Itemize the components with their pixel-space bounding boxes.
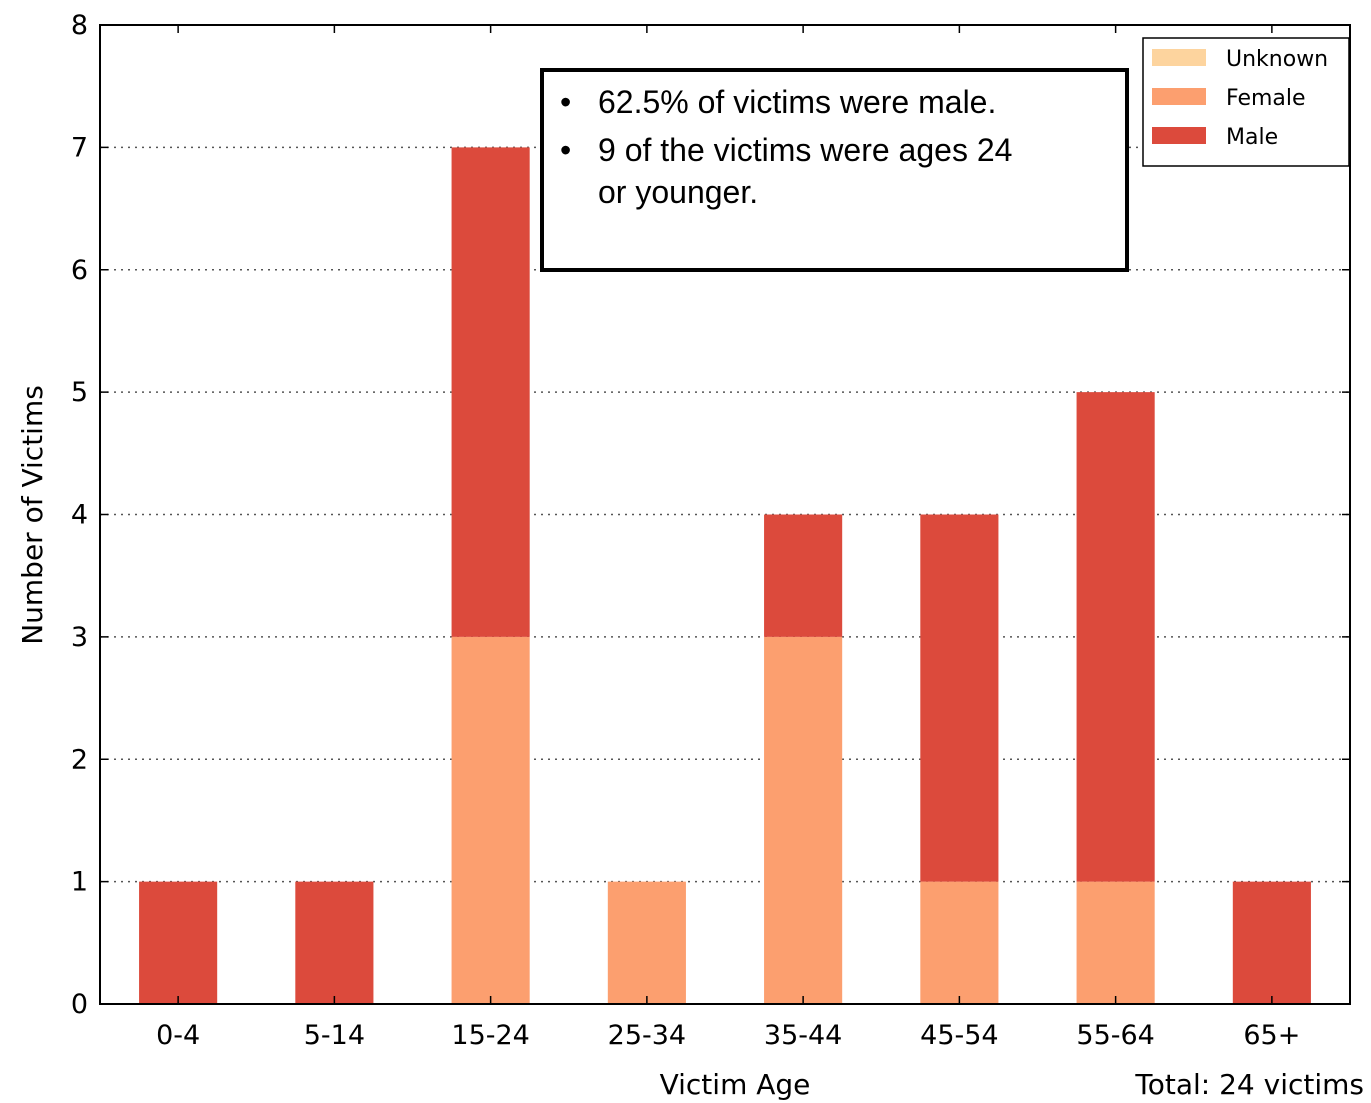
x-tick-label-0-4: 0-4 <box>156 1020 200 1051</box>
x-tick-label-45-54: 45-54 <box>920 1020 998 1051</box>
bar-male-5-14 <box>295 881 374 1004</box>
bar-male-35-44 <box>764 514 843 637</box>
bar-male-15-24 <box>451 147 530 637</box>
bar-female-25-34 <box>607 881 686 1004</box>
annotation-bullet-1: • <box>560 84 571 120</box>
annotation-bullet-2: • <box>560 132 571 168</box>
y-tick-label-2: 2 <box>71 744 88 775</box>
x-tick-label-65+: 65+ <box>1243 1020 1300 1051</box>
legend-label-unknown: Unknown <box>1226 47 1328 72</box>
y-tick-label-4: 4 <box>71 500 88 531</box>
bar-female-55-64 <box>1076 881 1155 1004</box>
legend: Unknown Female Male <box>1142 37 1350 167</box>
x-tick-label-25-34: 25-34 <box>608 1020 686 1051</box>
x-tick-label-5-14: 5-14 <box>304 1020 365 1051</box>
legend-swatch-female <box>1152 88 1206 105</box>
x-tick-label-35-44: 35-44 <box>764 1020 842 1051</box>
legend-swatch-male <box>1152 127 1206 144</box>
axis-ticks: 0 1 2 3 4 5 6 7 8 0-4 5-14 15-24 25-34 35-44 45-54 55-6… <box>71 10 1350 1051</box>
y-tick-label-8: 8 <box>71 10 88 41</box>
bars <box>139 147 1311 1004</box>
y-tick-label-7: 7 <box>71 132 88 163</box>
x-axis-label: Victim Age <box>660 1068 811 1101</box>
x-tick-label-55-64: 55-64 <box>1076 1020 1154 1051</box>
y-tick-label-1: 1 <box>71 867 88 898</box>
annotation-box: • 62.5% of victims were male. • 9 of the… <box>540 68 1129 272</box>
y-tick-label-0: 0 <box>71 989 88 1020</box>
legend-swatch-unknown <box>1152 49 1206 66</box>
y-tick-label-6: 6 <box>71 255 88 286</box>
annotation-line-3: or younger. <box>598 174 758 210</box>
bar-female-35-44 <box>764 636 843 1004</box>
y-axis-label: Number of Victims <box>16 385 49 645</box>
y-tick-label-5: 5 <box>71 377 88 408</box>
bar-male-55-64 <box>1076 392 1155 882</box>
annotation-frame <box>540 68 1129 272</box>
bar-male-65+ <box>1232 881 1311 1004</box>
legend-label-female: Female <box>1226 86 1306 111</box>
annotation-line-2: 9 of the victims were ages 24 <box>598 132 1012 168</box>
bar-female-45-54 <box>920 881 999 1004</box>
legend-entries: Unknown Female Male <box>1152 47 1328 150</box>
y-tick-label-3: 3 <box>71 622 88 653</box>
total-label: Total: 24 victims <box>1134 1068 1364 1101</box>
annotation-line-1: 62.5% of victims were male. <box>598 84 996 120</box>
bar-male-0-4 <box>139 881 218 1004</box>
legend-label-male: Male <box>1226 125 1278 150</box>
bar-female-15-24 <box>451 636 530 1004</box>
bar-male-45-54 <box>920 514 999 882</box>
x-tick-label-15-24: 15-24 <box>451 1020 529 1051</box>
